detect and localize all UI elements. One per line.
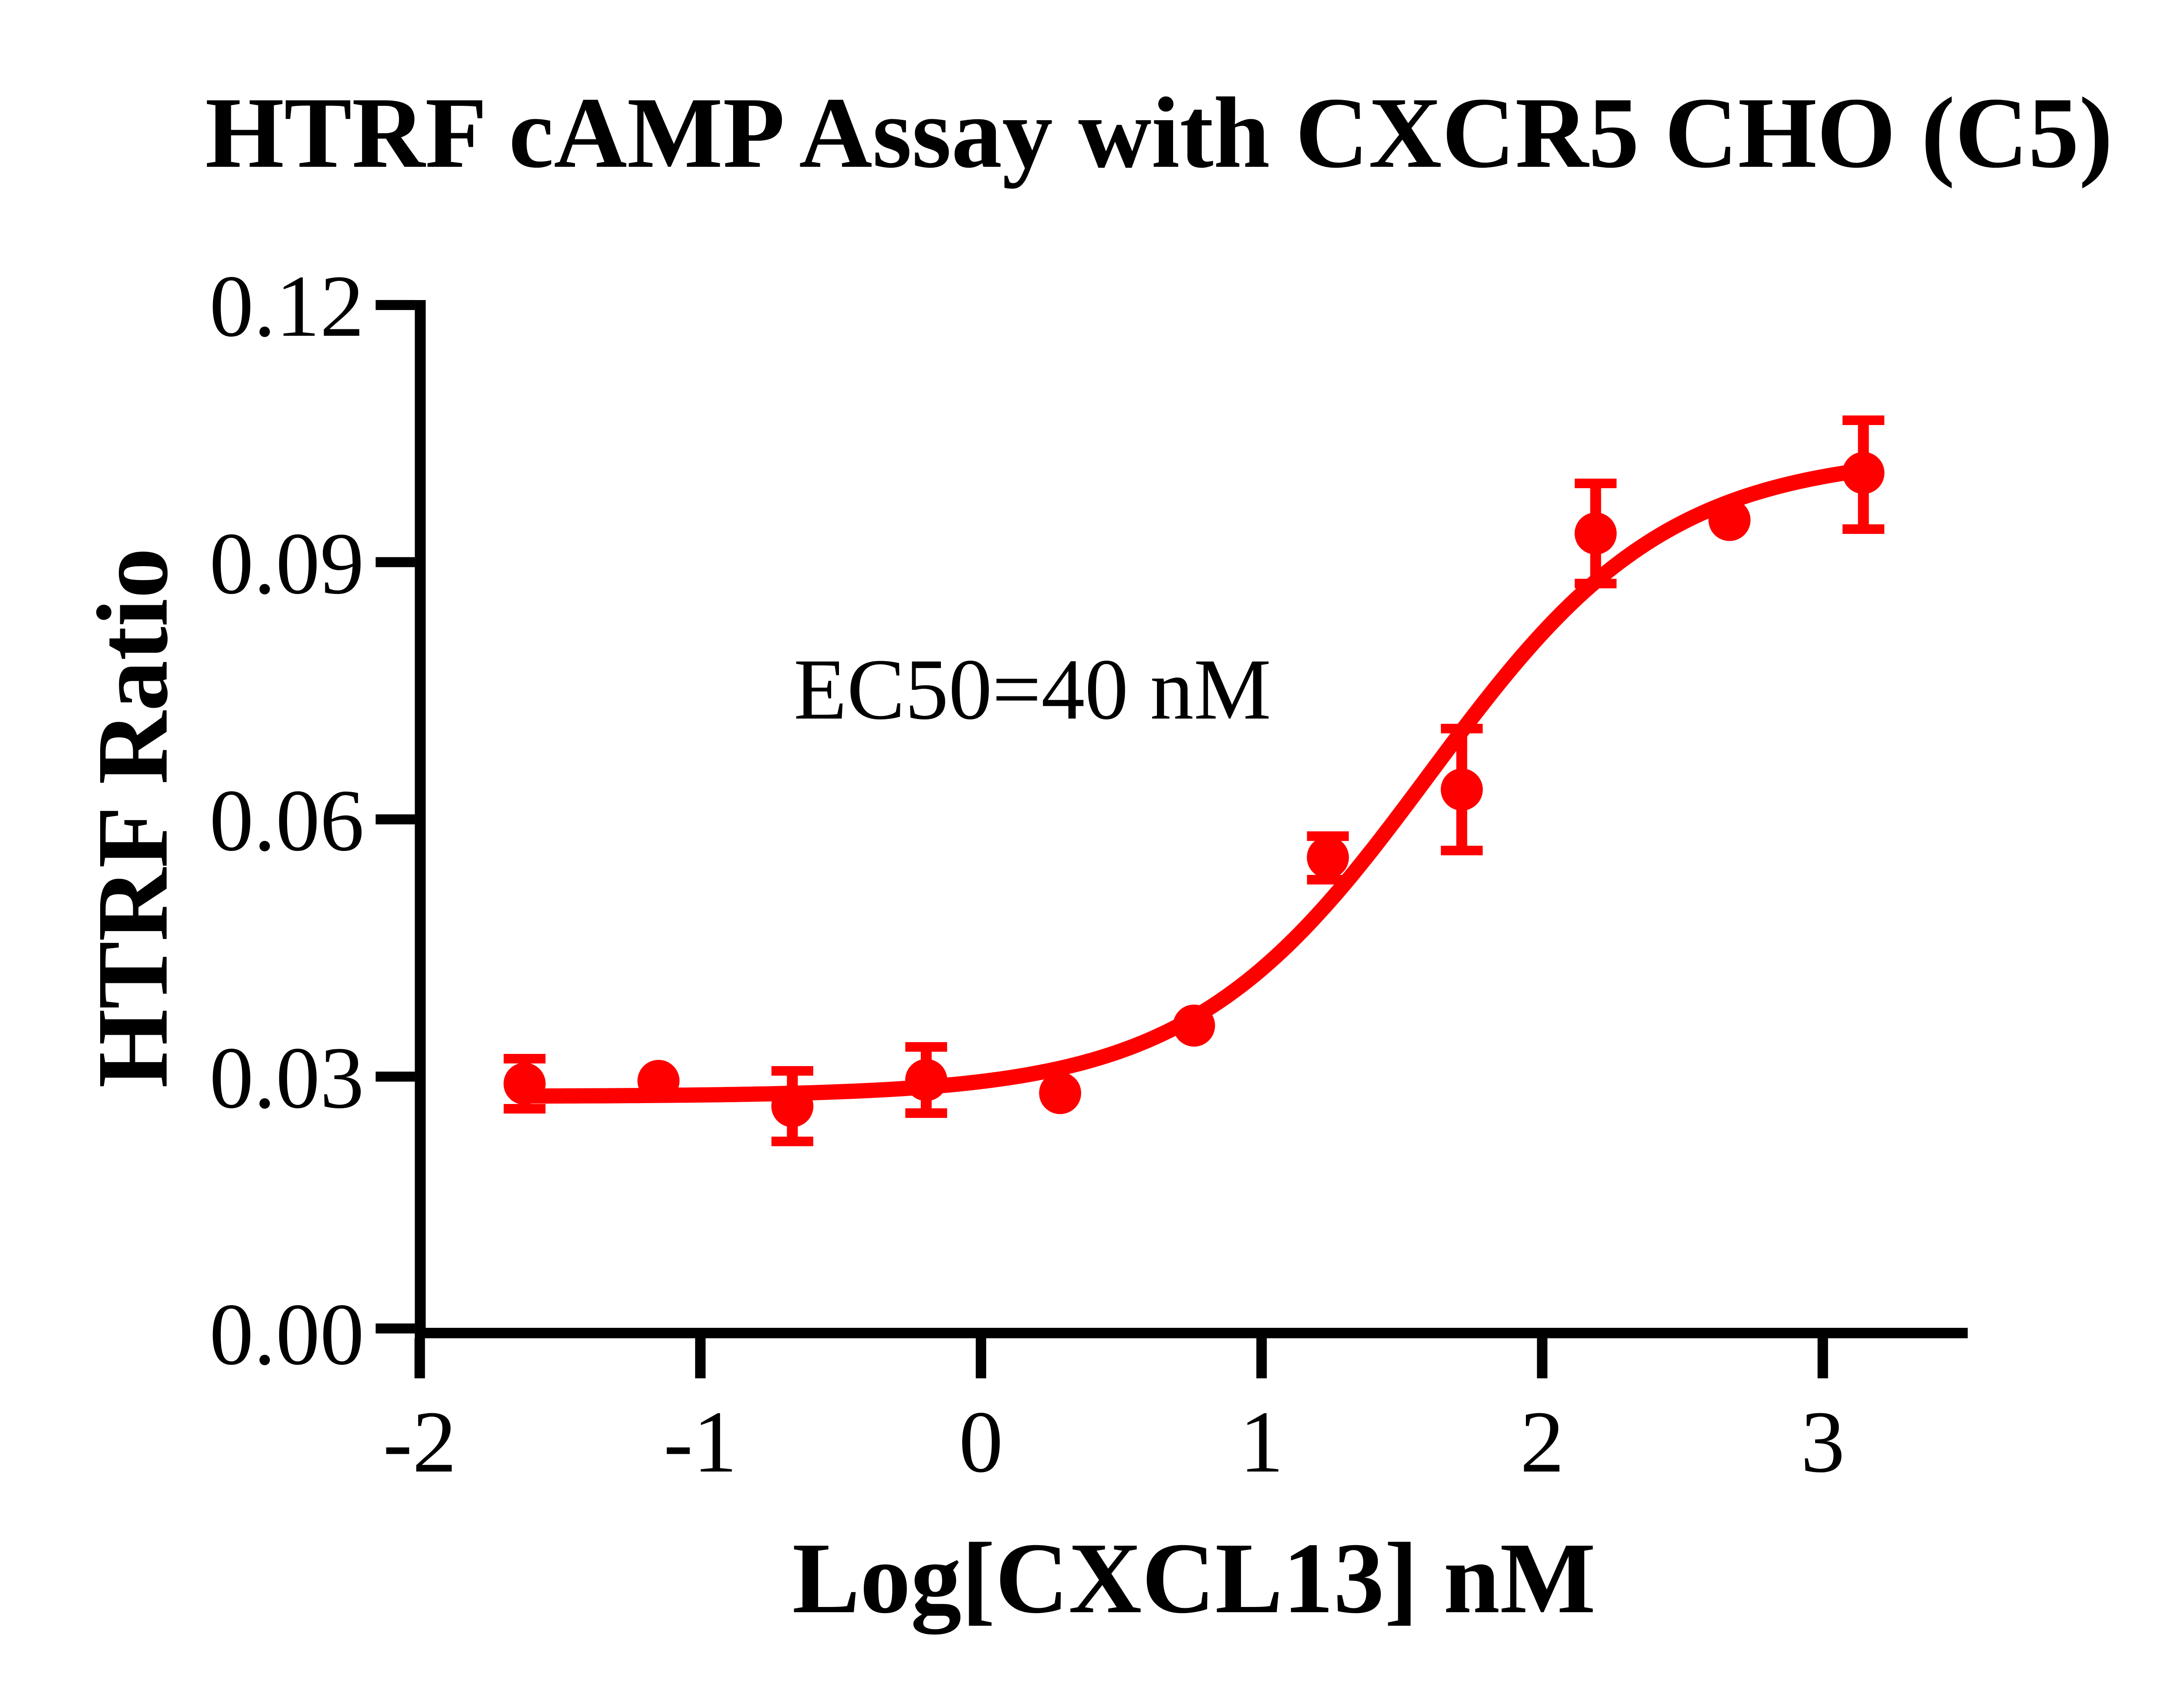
svg-text:Log[CXCL13] nM: Log[CXCL13] nM bbox=[792, 1522, 1596, 1635]
svg-text:HTRF cAMP Assay with CXCR5 CHO: HTRF cAMP Assay with CXCR5 CHO (C5) bbox=[205, 77, 2113, 189]
svg-text:0: 0 bbox=[959, 1393, 1003, 1491]
svg-text:0.12: 0.12 bbox=[210, 257, 364, 355]
svg-text:HTRF Ratio: HTRF Ratio bbox=[77, 548, 189, 1088]
svg-text:3: 3 bbox=[1801, 1393, 1845, 1491]
svg-text:0.09: 0.09 bbox=[210, 514, 364, 612]
svg-text:-1: -1 bbox=[663, 1393, 737, 1491]
svg-text:EC50=40 nM: EC50=40 nM bbox=[794, 641, 1271, 738]
svg-text:-2: -2 bbox=[383, 1393, 457, 1491]
svg-text:0.06: 0.06 bbox=[210, 771, 364, 869]
svg-text:0.03: 0.03 bbox=[210, 1029, 364, 1127]
svg-text:0.00: 0.00 bbox=[210, 1285, 364, 1383]
svg-text:2: 2 bbox=[1520, 1393, 1565, 1491]
svg-text:1: 1 bbox=[1239, 1393, 1284, 1491]
